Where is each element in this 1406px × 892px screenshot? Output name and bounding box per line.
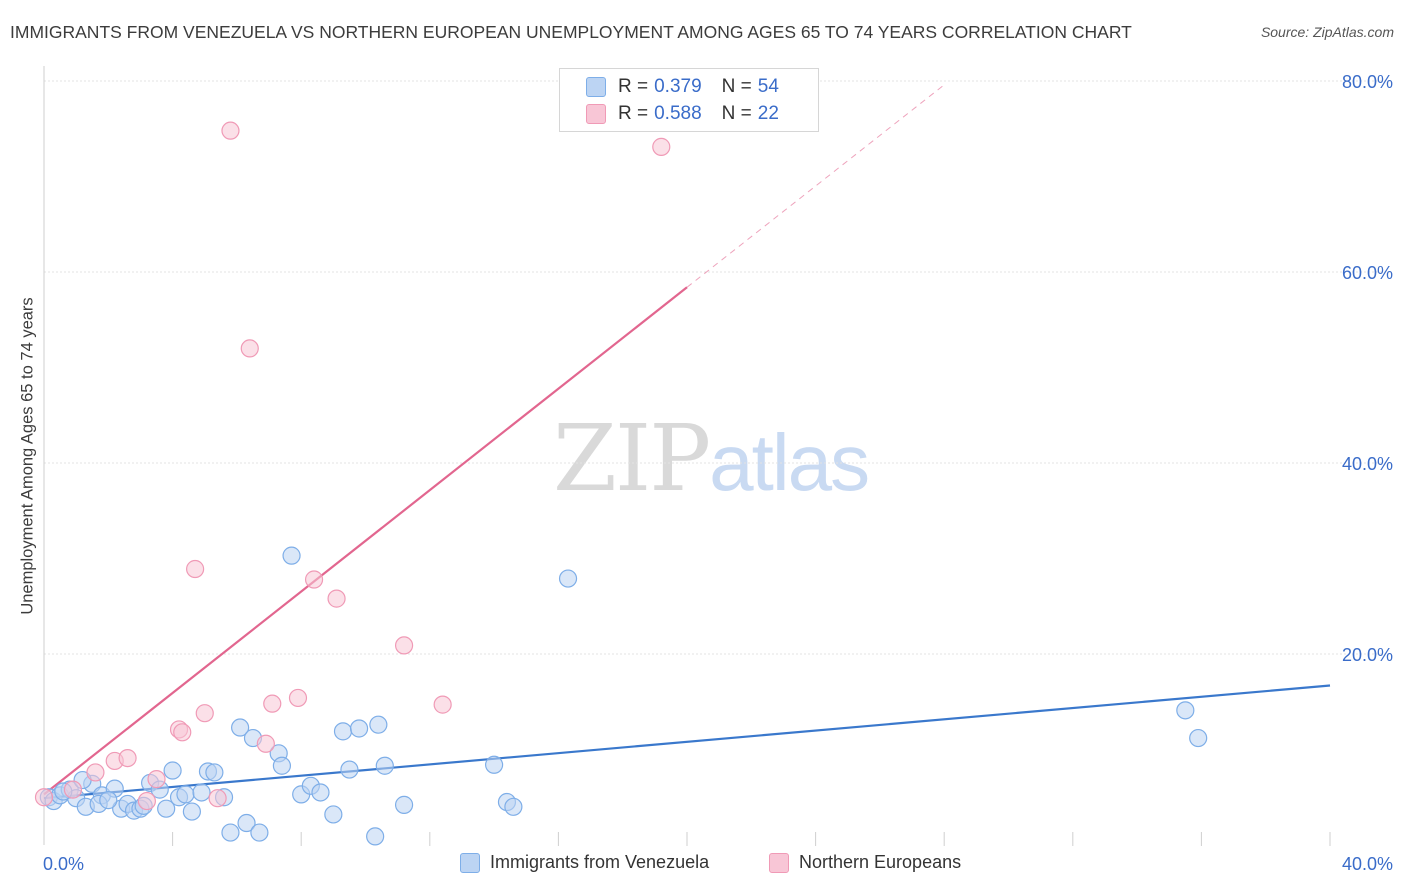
northern-europeans-point bbox=[208, 789, 227, 808]
northern-europeans-point bbox=[86, 763, 105, 782]
northern-europeans-point bbox=[327, 589, 346, 608]
venezuela-point bbox=[394, 795, 414, 814]
northern-europeans-point bbox=[147, 770, 166, 789]
venezuela-point bbox=[485, 755, 504, 774]
venezuela-point bbox=[1189, 728, 1208, 748]
legend-item-venezuela[interactable]: Immigrants from Venezuela bbox=[460, 852, 709, 873]
y-tick-label: 80.0% bbox=[1342, 72, 1393, 92]
venezuela-point bbox=[311, 783, 330, 802]
n-value: 22 bbox=[757, 103, 779, 124]
points-layer bbox=[34, 121, 1208, 846]
r-value: 0.379 bbox=[654, 76, 702, 97]
northern-europeans-point bbox=[34, 788, 54, 807]
venezuela-point bbox=[221, 823, 240, 842]
chart-title: IMMIGRANTS FROM VENEZUELA VS NORTHERN EU… bbox=[10, 22, 1132, 42]
venezuela-point bbox=[163, 761, 182, 780]
y-axis-label: Unemployment Among Ages 65 to 74 years bbox=[18, 297, 37, 615]
venezuela-point bbox=[192, 783, 211, 802]
bottom-legend: Immigrants from Venezuela Northern Europ… bbox=[0, 852, 1406, 878]
northern-europeans-point bbox=[304, 570, 324, 589]
n-label: N = bbox=[721, 76, 752, 97]
venezuela-point bbox=[558, 569, 578, 588]
n-label: N = bbox=[721, 103, 752, 124]
venezuela-point bbox=[504, 797, 523, 816]
northern-europeans-swatch bbox=[586, 104, 606, 124]
northern-europeans-point bbox=[256, 734, 275, 753]
venezuela-point bbox=[366, 827, 385, 846]
venezuela-point bbox=[369, 715, 388, 734]
northern-europeans-trend-line bbox=[43, 286, 688, 796]
tick-label-layer: 20.0% 40.0% 60.0% 80.0% 0.0% 40.0% bbox=[43, 72, 1393, 874]
n-value: 54 bbox=[757, 76, 779, 97]
northern-europeans-point bbox=[63, 780, 83, 799]
venezuela-point bbox=[182, 802, 201, 821]
venezuela-trend-line bbox=[43, 684, 1331, 800]
northern-europeans-point bbox=[137, 791, 156, 811]
venezuela-point bbox=[157, 799, 176, 818]
axis-layer bbox=[43, 66, 1331, 846]
venezuela-point bbox=[237, 813, 256, 833]
watermark-zip: ZIP bbox=[553, 405, 711, 512]
legend-item-northern-europeans[interactable]: Northern Europeans bbox=[769, 852, 961, 873]
venezuela-point bbox=[324, 805, 343, 824]
venezuela-point bbox=[272, 756, 292, 775]
venezuela-point bbox=[176, 785, 195, 804]
y-tick-label: 40.0% bbox=[1342, 454, 1393, 474]
northern-europeans-point bbox=[652, 137, 671, 156]
source-label: Source: ZipAtlas.com bbox=[1260, 24, 1394, 40]
watermark: ZIPatlas bbox=[553, 405, 870, 512]
trend-layer bbox=[43, 84, 1331, 800]
northern-europeans-point bbox=[221, 121, 240, 140]
venezuela-point bbox=[205, 763, 224, 782]
x-tick-label: 40.0% bbox=[1342, 854, 1393, 874]
y-tick-label: 60.0% bbox=[1342, 263, 1393, 283]
northern-europeans-swatch bbox=[769, 852, 789, 873]
venezuela-point bbox=[1176, 701, 1195, 720]
northern-europeans-point bbox=[195, 704, 214, 723]
venezuela-point bbox=[349, 719, 369, 738]
stats-legend: R = 0.379 N = 54 R = 0.588 N = 22 bbox=[559, 68, 819, 132]
venezuela-point bbox=[375, 756, 394, 775]
venezuela-point bbox=[231, 718, 250, 737]
venezuela-point bbox=[99, 791, 118, 810]
r-label: R = bbox=[618, 76, 649, 97]
stats-row-northern-europeans: R = 0.588 N = 22 bbox=[560, 101, 779, 127]
venezuela-point bbox=[333, 722, 353, 741]
y-tick-label: 20.0% bbox=[1342, 645, 1393, 665]
legend-label: Northern Europeans bbox=[799, 852, 962, 872]
legend-label: Immigrants from Venezuela bbox=[490, 852, 710, 872]
northern-europeans-point bbox=[118, 748, 137, 768]
northern-europeans-point bbox=[394, 636, 414, 655]
northern-europeans-point bbox=[240, 339, 259, 358]
venezuela-swatch bbox=[586, 77, 606, 97]
venezuela-point bbox=[250, 823, 269, 842]
northern-europeans-point bbox=[186, 559, 205, 579]
venezuela-point bbox=[340, 760, 359, 779]
northern-europeans-point bbox=[433, 695, 452, 714]
x-tick-label: 0.0% bbox=[43, 854, 84, 874]
stats-row-venezuela: R = 0.379 N = 54 bbox=[560, 74, 779, 100]
northern-europeans-point bbox=[173, 723, 192, 742]
northern-europeans-point bbox=[263, 694, 282, 713]
grid-layer bbox=[44, 80, 1392, 655]
r-value: 0.588 bbox=[654, 103, 702, 124]
venezuela-point bbox=[282, 546, 301, 565]
venezuela-swatch bbox=[460, 852, 480, 873]
northern-europeans-point bbox=[288, 688, 308, 708]
r-label: R = bbox=[618, 103, 649, 124]
